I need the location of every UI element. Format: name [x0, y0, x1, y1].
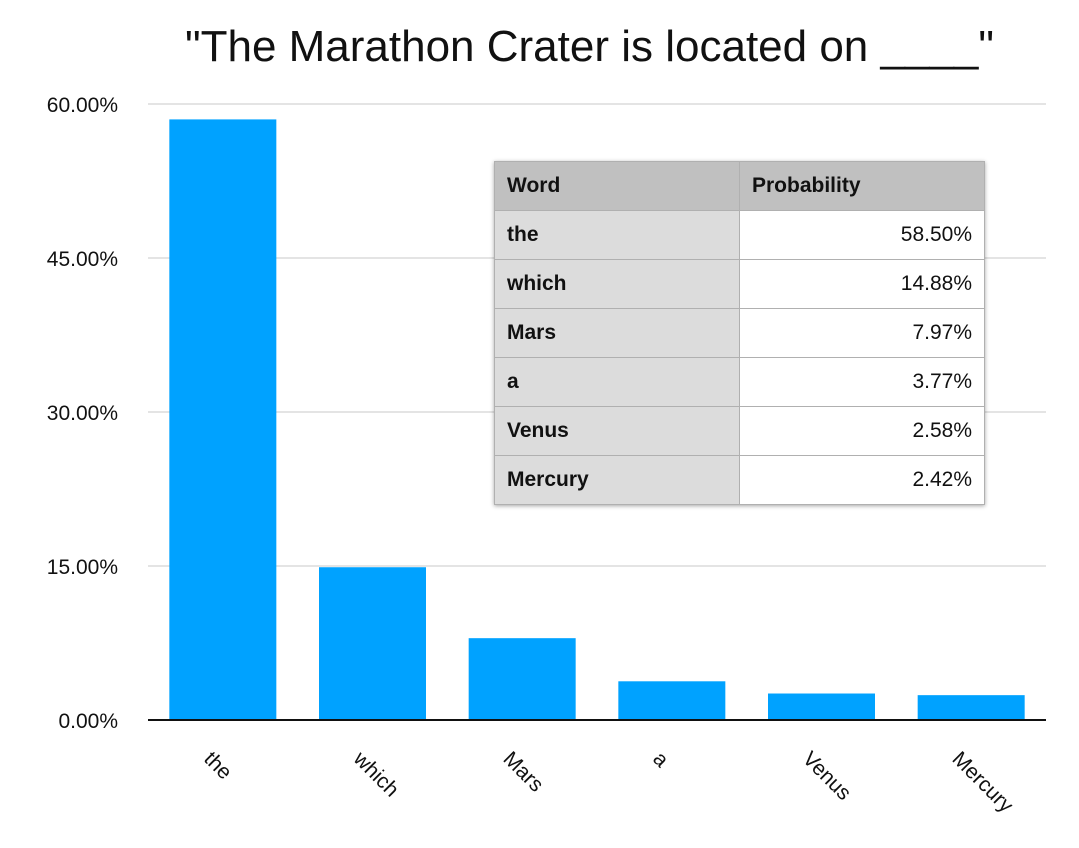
- table-row: Mercury 2.42%: [494, 455, 985, 505]
- x-category-label: Venus: [798, 747, 856, 805]
- table-cell-word: a: [494, 357, 740, 407]
- table-row: Venus 2.58%: [494, 406, 985, 456]
- bar-a: [618, 681, 726, 720]
- table-cell-probability: 3.77%: [739, 357, 985, 407]
- y-tick-label: 60.00%: [47, 94, 118, 117]
- bar-which: [319, 567, 426, 720]
- table-row: the 58.50%: [494, 210, 985, 260]
- table-cell-probability: 7.97%: [739, 308, 985, 358]
- x-category-label: Mercury: [948, 747, 1018, 817]
- table-cell-word: which: [494, 259, 740, 309]
- y-axis-tick-labels: 0.00% 15.00% 30.00% 45.00% 60.00%: [47, 94, 118, 733]
- y-tick-label: 0.00%: [58, 710, 118, 733]
- x-category-label: Mars: [499, 747, 548, 796]
- table-row: a 3.77%: [494, 357, 985, 407]
- table-cell-probability: 2.42%: [739, 455, 985, 505]
- y-tick-label: 45.00%: [47, 248, 118, 271]
- bar-mercury: [917, 695, 1025, 720]
- x-category-label: a: [648, 747, 673, 772]
- table-cell-word: the: [494, 210, 740, 260]
- table-cell-probability: 14.88%: [739, 259, 985, 309]
- table-header-probability: Probability: [739, 161, 985, 211]
- probability-table: Word Probability the 58.50% which 14.88%…: [494, 161, 985, 505]
- table-header-word: Word: [494, 161, 740, 211]
- table-cell-word: Mars: [494, 308, 740, 358]
- table-cell-probability: 58.50%: [739, 210, 985, 260]
- table-row: Mars 7.97%: [494, 308, 985, 358]
- y-tick-label: 15.00%: [47, 556, 118, 579]
- table-cell-word: Venus: [494, 406, 740, 456]
- x-axis-category-labels: the which Mars a Venus Mercury: [199, 747, 1018, 818]
- bar-mars: [468, 638, 576, 720]
- y-tick-label: 30.00%: [47, 402, 118, 425]
- bar-the: [169, 119, 277, 720]
- x-category-label: which: [348, 747, 403, 802]
- table-cell-probability: 2.58%: [739, 406, 985, 456]
- table-header-row: Word Probability: [494, 161, 985, 211]
- chart-title: "The Marathon Crater is located on ____": [184, 22, 994, 71]
- table-row: which 14.88%: [494, 259, 985, 309]
- bars: [169, 119, 1025, 720]
- table-cell-word: Mercury: [494, 455, 740, 505]
- x-category-label: the: [199, 747, 236, 784]
- bar-venus: [768, 693, 875, 720]
